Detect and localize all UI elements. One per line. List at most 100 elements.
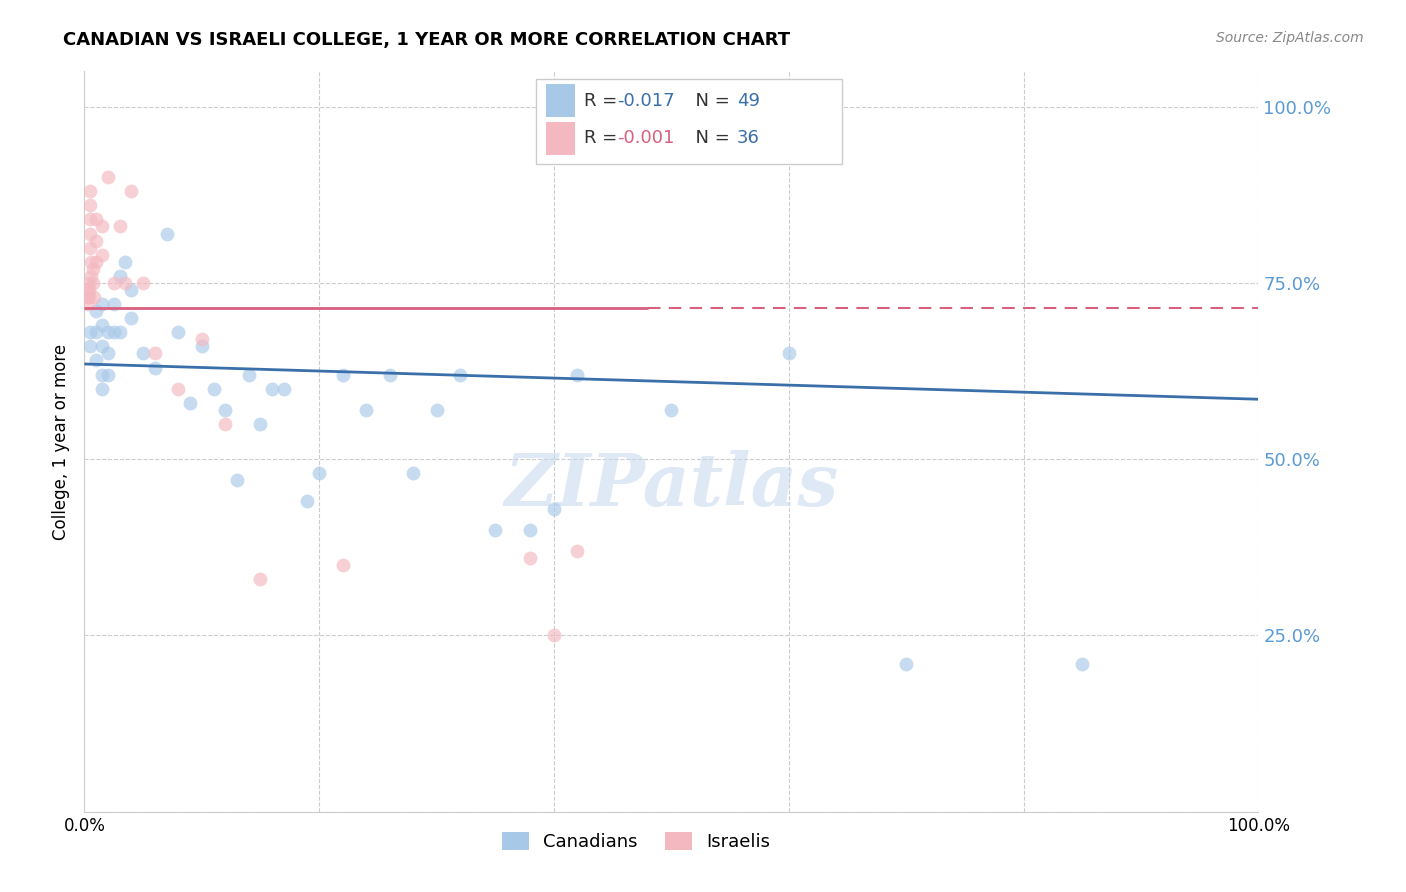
Point — [79, 227, 101, 241]
Text: N =: N = — [685, 92, 735, 110]
Point — [79, 184, 101, 198]
Text: ZIPatlas: ZIPatlas — [505, 450, 838, 522]
Point — [84, 212, 107, 227]
Point — [273, 382, 295, 396]
Point — [97, 368, 120, 382]
Text: N =: N = — [685, 129, 735, 147]
Legend: Canadians, Israelis: Canadians, Israelis — [495, 824, 778, 858]
Text: 36: 36 — [737, 129, 761, 147]
Point — [191, 339, 214, 353]
Point — [567, 544, 589, 558]
Point — [426, 402, 449, 417]
Point — [79, 198, 101, 212]
FancyBboxPatch shape — [536, 78, 842, 164]
Point — [1071, 657, 1094, 671]
Point — [120, 311, 142, 326]
Point — [378, 368, 401, 382]
Point — [79, 241, 101, 255]
Point — [84, 325, 107, 339]
Point — [120, 283, 142, 297]
Text: -0.017: -0.017 — [617, 92, 675, 110]
Point — [82, 261, 104, 276]
Point — [132, 346, 155, 360]
Point — [155, 227, 177, 241]
Point — [108, 268, 131, 283]
Point — [91, 248, 114, 262]
Point — [114, 254, 136, 268]
Text: CANADIAN VS ISRAELI COLLEGE, 1 YEAR OR MORE CORRELATION CHART: CANADIAN VS ISRAELI COLLEGE, 1 YEAR OR M… — [63, 31, 790, 49]
Point — [84, 304, 107, 318]
Point — [103, 297, 125, 311]
Point — [191, 332, 214, 346]
Point — [84, 353, 107, 368]
Point — [308, 467, 330, 481]
Point — [484, 523, 506, 537]
Point — [84, 254, 107, 268]
Point — [80, 254, 103, 268]
Point — [79, 212, 101, 227]
Point — [332, 558, 354, 572]
Point — [97, 346, 120, 360]
Point — [354, 402, 377, 417]
Point — [77, 297, 100, 311]
Point — [214, 417, 236, 431]
Point — [91, 219, 114, 234]
Text: Source: ZipAtlas.com: Source: ZipAtlas.com — [1216, 31, 1364, 45]
Point — [238, 368, 260, 382]
Point — [332, 368, 354, 382]
Point — [297, 494, 319, 508]
Point — [83, 290, 105, 304]
Point — [896, 657, 918, 671]
Point — [226, 473, 249, 487]
Point — [108, 219, 131, 234]
Point — [91, 368, 114, 382]
FancyBboxPatch shape — [546, 84, 575, 117]
Point — [91, 382, 114, 396]
Point — [84, 234, 107, 248]
Point — [143, 360, 166, 375]
Point — [79, 339, 101, 353]
Point — [661, 402, 683, 417]
Point — [778, 346, 800, 360]
Point — [214, 402, 236, 417]
FancyBboxPatch shape — [546, 121, 575, 155]
Point — [91, 318, 114, 333]
Point — [77, 283, 100, 297]
Point — [77, 290, 100, 304]
Point — [77, 290, 100, 304]
Point — [543, 501, 565, 516]
Point — [519, 550, 541, 565]
Text: 49: 49 — [737, 92, 761, 110]
Point — [249, 417, 271, 431]
Point — [82, 276, 104, 290]
Point — [402, 467, 425, 481]
Point — [262, 382, 284, 396]
Point — [179, 396, 201, 410]
Text: R =: R = — [585, 129, 623, 147]
Point — [167, 325, 190, 339]
Point — [103, 325, 125, 339]
Point — [97, 170, 120, 185]
Point — [202, 382, 225, 396]
Point — [143, 346, 166, 360]
Text: -0.001: -0.001 — [617, 129, 675, 147]
Point — [91, 297, 114, 311]
Point — [449, 368, 471, 382]
Point — [543, 628, 565, 642]
Point — [519, 523, 541, 537]
Point — [80, 268, 103, 283]
Point — [91, 339, 114, 353]
Text: R =: R = — [585, 92, 623, 110]
Point — [567, 368, 589, 382]
Point — [132, 276, 155, 290]
Point — [79, 325, 101, 339]
Point — [249, 572, 271, 586]
Point — [97, 325, 120, 339]
Point — [167, 382, 190, 396]
Point — [77, 276, 100, 290]
Point — [114, 276, 136, 290]
Y-axis label: College, 1 year or more: College, 1 year or more — [52, 343, 70, 540]
Point — [76, 283, 98, 297]
Point — [103, 276, 125, 290]
Point — [120, 184, 142, 198]
